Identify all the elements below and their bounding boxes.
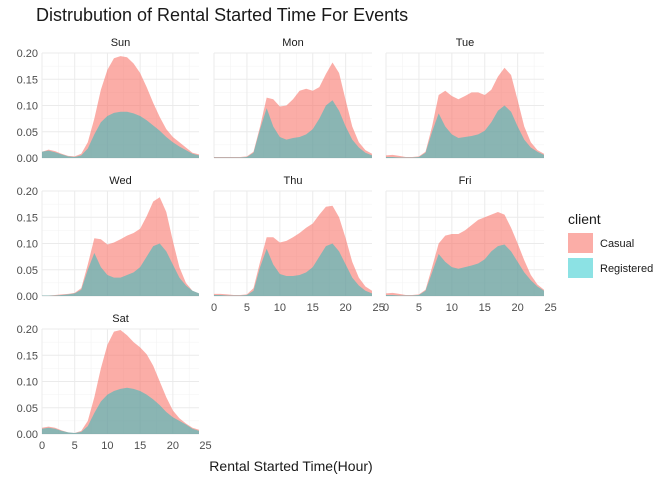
y-tick-label: 0.10 <box>17 239 38 251</box>
x-axis-title: Rental Started Time(Hour) <box>209 458 372 474</box>
x-tick-label: 0 <box>39 440 45 452</box>
area-registered-mon <box>214 100 372 158</box>
x-tick-label: 10 <box>101 440 113 452</box>
x-tick-label: 20 <box>167 440 179 452</box>
panel-mon: Mon <box>213 37 372 159</box>
area-casual-fri <box>386 212 544 296</box>
legend-title: client <box>568 211 601 227</box>
strip-label-sun: Sun <box>111 37 131 49</box>
x-tick-label: 20 <box>512 302 524 314</box>
x-tick-label: 20 <box>340 302 352 314</box>
strip-label-thu: Thu <box>284 175 303 187</box>
y-tick-label: 0.05 <box>17 127 38 139</box>
area-registered-fri <box>386 244 544 296</box>
strip-label-mon: Mon <box>282 37 303 49</box>
x-tick-label: 25 <box>372 302 384 314</box>
x-tick-label: 25 <box>544 302 556 314</box>
panel-sat: Sat 0.00 0.05 0.10 0.15 0.20 0 5 10 15 20 25 <box>17 313 212 452</box>
y-tick-label: 0.05 <box>17 403 38 415</box>
y-tick-label: 0.00 <box>17 429 38 441</box>
y-tick-label: 0.05 <box>17 265 38 277</box>
strip-label-tue: Tue <box>456 37 475 49</box>
area-casual-sun <box>42 56 199 158</box>
y-tick-label: 0.00 <box>17 153 38 165</box>
panel-thu: Thu 0 5 10 15 20 25 <box>211 175 385 314</box>
panel-tue: Tue <box>385 37 544 159</box>
legend-label-casual: Casual <box>600 238 634 250</box>
x-tick-label: 5 <box>72 440 78 452</box>
legend-swatch-registered <box>568 258 593 278</box>
x-tick-label: 15 <box>479 302 491 314</box>
panels: Sun 0.00 0.05 0.10 0.15 0.20 Mon Tue Wed 0.00 0.05… <box>17 37 557 452</box>
area-registered-sat <box>42 387 199 434</box>
y-tick-label: 0.10 <box>17 101 38 113</box>
panel-fri: Fri 0 5 10 15 20 25 <box>383 175 557 314</box>
strip-label-wed: Wed <box>109 175 131 187</box>
area-casual-sat <box>42 330 199 434</box>
x-tick-label: 15 <box>307 302 319 314</box>
area-registered-thu <box>214 243 372 296</box>
legend-label-registered: Registered <box>600 263 653 275</box>
y-tick-label: 0.15 <box>17 350 38 362</box>
area-casual-wed <box>42 197 199 296</box>
y-tick-label: 0.20 <box>17 48 38 60</box>
x-tick-label: 5 <box>244 302 250 314</box>
y-tick-label: 0.10 <box>17 377 38 389</box>
area-registered-sun <box>42 111 199 158</box>
legend: client Casual Registered <box>568 211 653 278</box>
x-tick-label: 25 <box>199 440 211 452</box>
y-tick-label: 0.15 <box>17 74 38 86</box>
area-casual-mon <box>214 62 372 159</box>
y-tick-label: 0.00 <box>17 291 38 303</box>
area-registered-wed <box>42 243 199 296</box>
x-tick-label: 0 <box>211 302 217 314</box>
y-tick-label: 0.15 <box>17 212 38 224</box>
area-casual-thu <box>214 205 372 296</box>
area-casual-tue <box>386 67 544 158</box>
x-tick-label: 0 <box>383 302 389 314</box>
y-tick-label: 0.20 <box>17 324 38 336</box>
panel-sun: Sun 0.00 0.05 0.10 0.15 0.20 <box>17 37 199 165</box>
chart-title: Distrubution of Rental Started Time For … <box>36 5 408 25</box>
strip-label-fri: Fri <box>459 175 472 187</box>
legend-swatch-casual <box>568 233 593 253</box>
panel-wed: Wed 0.00 0.05 0.10 0.15 0.20 <box>17 175 199 303</box>
x-tick-label: 10 <box>446 302 458 314</box>
strip-label-sat: Sat <box>112 313 129 325</box>
area-registered-tue <box>386 105 544 158</box>
y-tick-label: 0.20 <box>17 186 38 198</box>
x-tick-label: 10 <box>274 302 286 314</box>
x-tick-label: 15 <box>134 440 146 452</box>
x-tick-label: 5 <box>416 302 422 314</box>
